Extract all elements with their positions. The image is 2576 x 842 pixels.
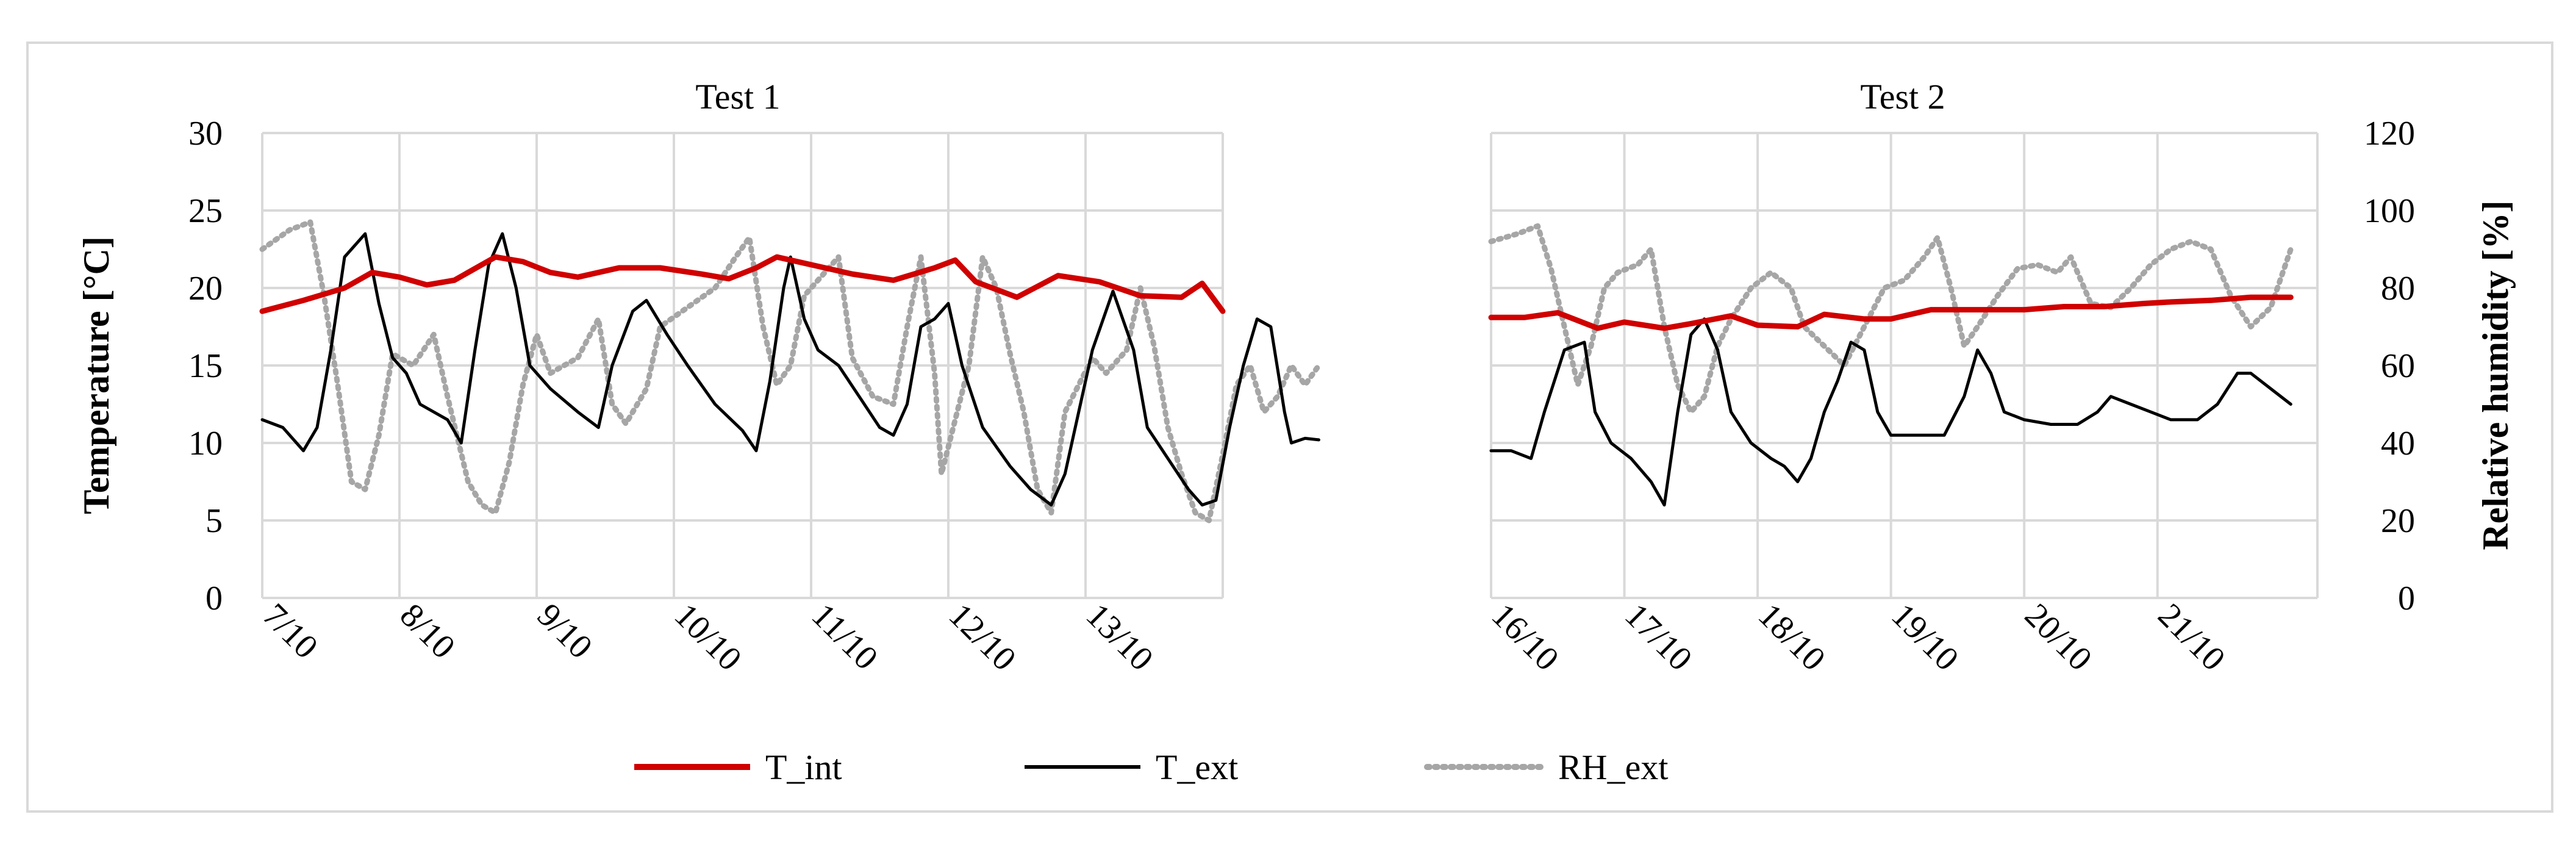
x-tick-label: 21/10: [2151, 596, 2233, 678]
chart-border: [26, 41, 2553, 813]
series-rh-ext-line-p1: [259, 219, 1322, 524]
x-tick-label: 19/10: [1884, 596, 1966, 678]
y-axis-left-title: Temperature [°C]: [76, 236, 116, 514]
x-tick-label: 9/10: [530, 596, 599, 666]
y-left-tick-label: 15: [188, 347, 223, 385]
series-t-int-line-p2: [1488, 294, 2294, 331]
legend: T_int T_ext RH_ext: [634, 747, 1668, 787]
y-left-tick-label: 5: [206, 502, 223, 540]
legend-label-rh-ext: RH_ext: [1558, 747, 1668, 787]
x-tick-label: 12/10: [942, 596, 1023, 678]
series-t-int-line-p1: [259, 254, 1226, 314]
x-tick-label: 11/10: [804, 596, 886, 677]
y-left-tick-label: 30: [188, 115, 223, 153]
legend-label-t-ext: T_ext: [1156, 747, 1238, 787]
y-left-tick-label: 20: [188, 270, 223, 308]
y-right-tick-label: 40: [2381, 425, 2415, 462]
y-right-tick-label: 0: [2398, 580, 2415, 617]
series-layer: [259, 219, 2294, 524]
y-right-tick-label: 120: [2364, 115, 2415, 153]
series-rh-ext-line-p2: [1488, 223, 2294, 415]
x-tick-label: 13/10: [1079, 596, 1161, 678]
x-tick-label: 18/10: [1751, 596, 1833, 678]
legend-label-t-int: T_int: [765, 747, 842, 787]
series-t-ext-line-p1: [260, 232, 1320, 507]
x-tick-label: 16/10: [1484, 596, 1566, 678]
y-left-tick-label: 10: [188, 425, 223, 462]
panel-title-test-1: Test 1: [695, 77, 780, 117]
x-tick-label: 8/10: [393, 596, 462, 666]
x-tick-label: 10/10: [667, 596, 749, 678]
y-left-tick-label: 0: [206, 580, 223, 617]
y-left-tick-label: 25: [188, 192, 223, 230]
x-tick-label: 7/10: [256, 596, 325, 666]
y-right-tick-label: 60: [2381, 347, 2415, 385]
x-tick-label: 17/10: [1617, 596, 1699, 678]
y-right-tick-label: 100: [2364, 192, 2415, 230]
panel-title-test-2: Test 2: [1860, 77, 1945, 117]
series-t-ext-line-p2: [1489, 317, 2292, 507]
y-right-tick-label: 20: [2381, 502, 2415, 540]
y-axis-right-title: Relative humidity [%]: [2475, 200, 2516, 550]
x-tick-label: 20/10: [2017, 596, 2099, 678]
y-right-tick-label: 80: [2381, 270, 2415, 308]
